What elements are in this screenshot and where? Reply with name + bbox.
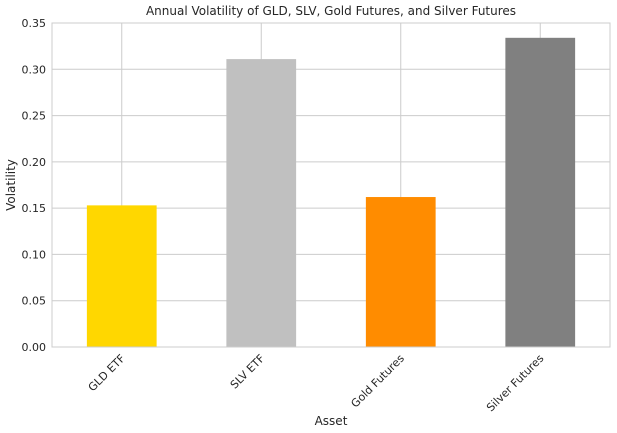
y-tick-label: 0.05 <box>22 295 47 308</box>
y-tick-label: 0.20 <box>22 156 47 169</box>
y-tick-label: 0.15 <box>22 202 47 215</box>
y-tick-label: 0.25 <box>22 110 47 123</box>
plot-frame <box>51 22 611 348</box>
y-tick-label: 0.35 <box>22 17 47 30</box>
x-axis-title: Asset <box>315 414 348 428</box>
y-tick-label: 0.10 <box>22 248 47 261</box>
bar-gold-futures <box>365 197 436 347</box>
bar-silver-futures <box>505 37 576 347</box>
bars <box>86 37 576 348</box>
y-tick-label: 0.00 <box>22 341 47 354</box>
chart-title: Annual Volatility of GLD, SLV, Gold Futu… <box>146 4 516 18</box>
y-tick-label: 0.30 <box>22 63 47 76</box>
bar-gld-etf <box>86 205 157 347</box>
y-axis-title: Volatility <box>4 159 18 211</box>
bar-slv-etf <box>226 59 297 348</box>
y-tick-labels: 0.00 0.05 0.10 0.15 0.20 0.25 0.30 0.35 <box>22 17 47 354</box>
